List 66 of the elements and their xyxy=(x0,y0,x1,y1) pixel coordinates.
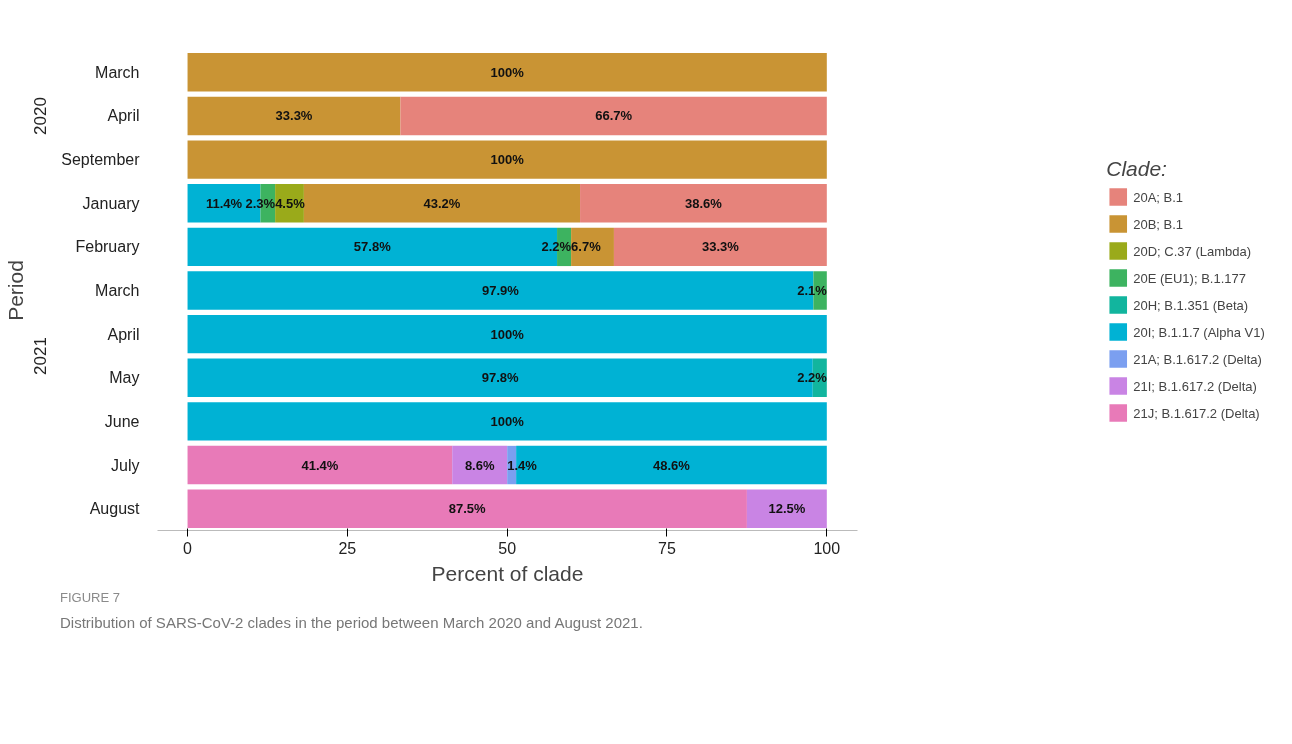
legend-label: 21J; B.1.617.2 (Delta) xyxy=(1133,405,1260,420)
y-axis-title: Period xyxy=(3,260,27,321)
data-label: 33.3% xyxy=(701,239,740,255)
bar xyxy=(187,53,827,92)
y-tick-label: June xyxy=(104,412,140,430)
bar xyxy=(187,140,827,179)
x-tick-label: 75 xyxy=(658,539,676,557)
bar xyxy=(187,445,453,485)
data-label: 97.8% xyxy=(481,370,520,386)
data-label: 100% xyxy=(490,152,525,168)
x-axis-title: Percent of clade xyxy=(431,561,584,585)
y-tick-label: May xyxy=(109,369,140,387)
x-tick-label: 100 xyxy=(813,539,841,557)
y-tick-label: September xyxy=(61,151,141,169)
data-label: 48.6% xyxy=(653,457,691,473)
bar xyxy=(746,489,827,528)
data-label: 8.6% xyxy=(464,457,495,473)
y-tick-label: February xyxy=(75,238,140,256)
data-label: 4.5% xyxy=(275,195,306,211)
data-label: 33.3% xyxy=(275,108,313,124)
data-label: 97.9% xyxy=(482,283,520,298)
data-label: 6.7% xyxy=(571,239,602,255)
bar xyxy=(400,96,827,136)
data-label: 43.2% xyxy=(423,195,461,211)
y-tick-label: March xyxy=(95,282,140,299)
bar xyxy=(187,314,827,354)
legend-label: 21I; B.1.617.2 (Delta) xyxy=(1133,378,1257,393)
bar xyxy=(187,489,747,528)
bar xyxy=(613,227,827,267)
caption: FIGURE 7 xyxy=(60,589,120,607)
legend-title: Clade: xyxy=(1106,156,1168,181)
y-tick-label: March xyxy=(95,63,140,81)
y-tick-label: January xyxy=(82,194,140,212)
y-tick-label: April xyxy=(107,107,140,125)
y-tick-label: July xyxy=(111,456,140,474)
data-label: 100% xyxy=(490,413,525,429)
data-label: 41.4% xyxy=(301,457,339,473)
bar xyxy=(452,445,508,485)
legend-label: 20E (EU1); B.1.177 xyxy=(1133,270,1246,285)
bar xyxy=(187,96,401,136)
text: 2020 xyxy=(31,97,51,135)
legend-label: 20I; B.1.1.7 (Alpha V1) xyxy=(1133,324,1265,339)
data-label: 100% xyxy=(490,326,525,342)
x-tick-label: 0 xyxy=(183,539,193,557)
bar xyxy=(187,402,827,441)
data-label: 2.2% xyxy=(797,370,828,386)
legend-label: 20B; B.1 xyxy=(1133,216,1184,231)
legend-label: 20H; B.1.351 (Beta) xyxy=(1133,297,1249,312)
y-tick-label: April xyxy=(107,325,140,343)
data-label: 11.4% xyxy=(205,195,243,211)
data-label: 87.5% xyxy=(448,501,487,517)
x-tick-label: 25 xyxy=(338,539,357,557)
data-label: 12.5% xyxy=(768,501,806,517)
data-label: 100% xyxy=(490,64,525,80)
y-tick-label: August xyxy=(89,500,141,518)
legend-label: 20A; B.1 xyxy=(1133,189,1184,204)
data-label: 38.6% xyxy=(685,195,723,211)
data-label: 57.8% xyxy=(353,239,392,255)
data-label: 66.7% xyxy=(595,108,633,124)
text: 2021 xyxy=(31,337,51,375)
bar xyxy=(303,184,581,223)
x-tick-label: 50 xyxy=(498,539,517,557)
legend-label: 21A; B.1.617.2 (Delta) xyxy=(1133,351,1262,366)
legend-label: 20D; C.37 (Lambda) xyxy=(1133,243,1252,258)
text: Distribution of SARS-CoV-2 clades in the period between March 2020 and August 2021. xyxy=(60,612,643,633)
bar xyxy=(580,184,827,223)
